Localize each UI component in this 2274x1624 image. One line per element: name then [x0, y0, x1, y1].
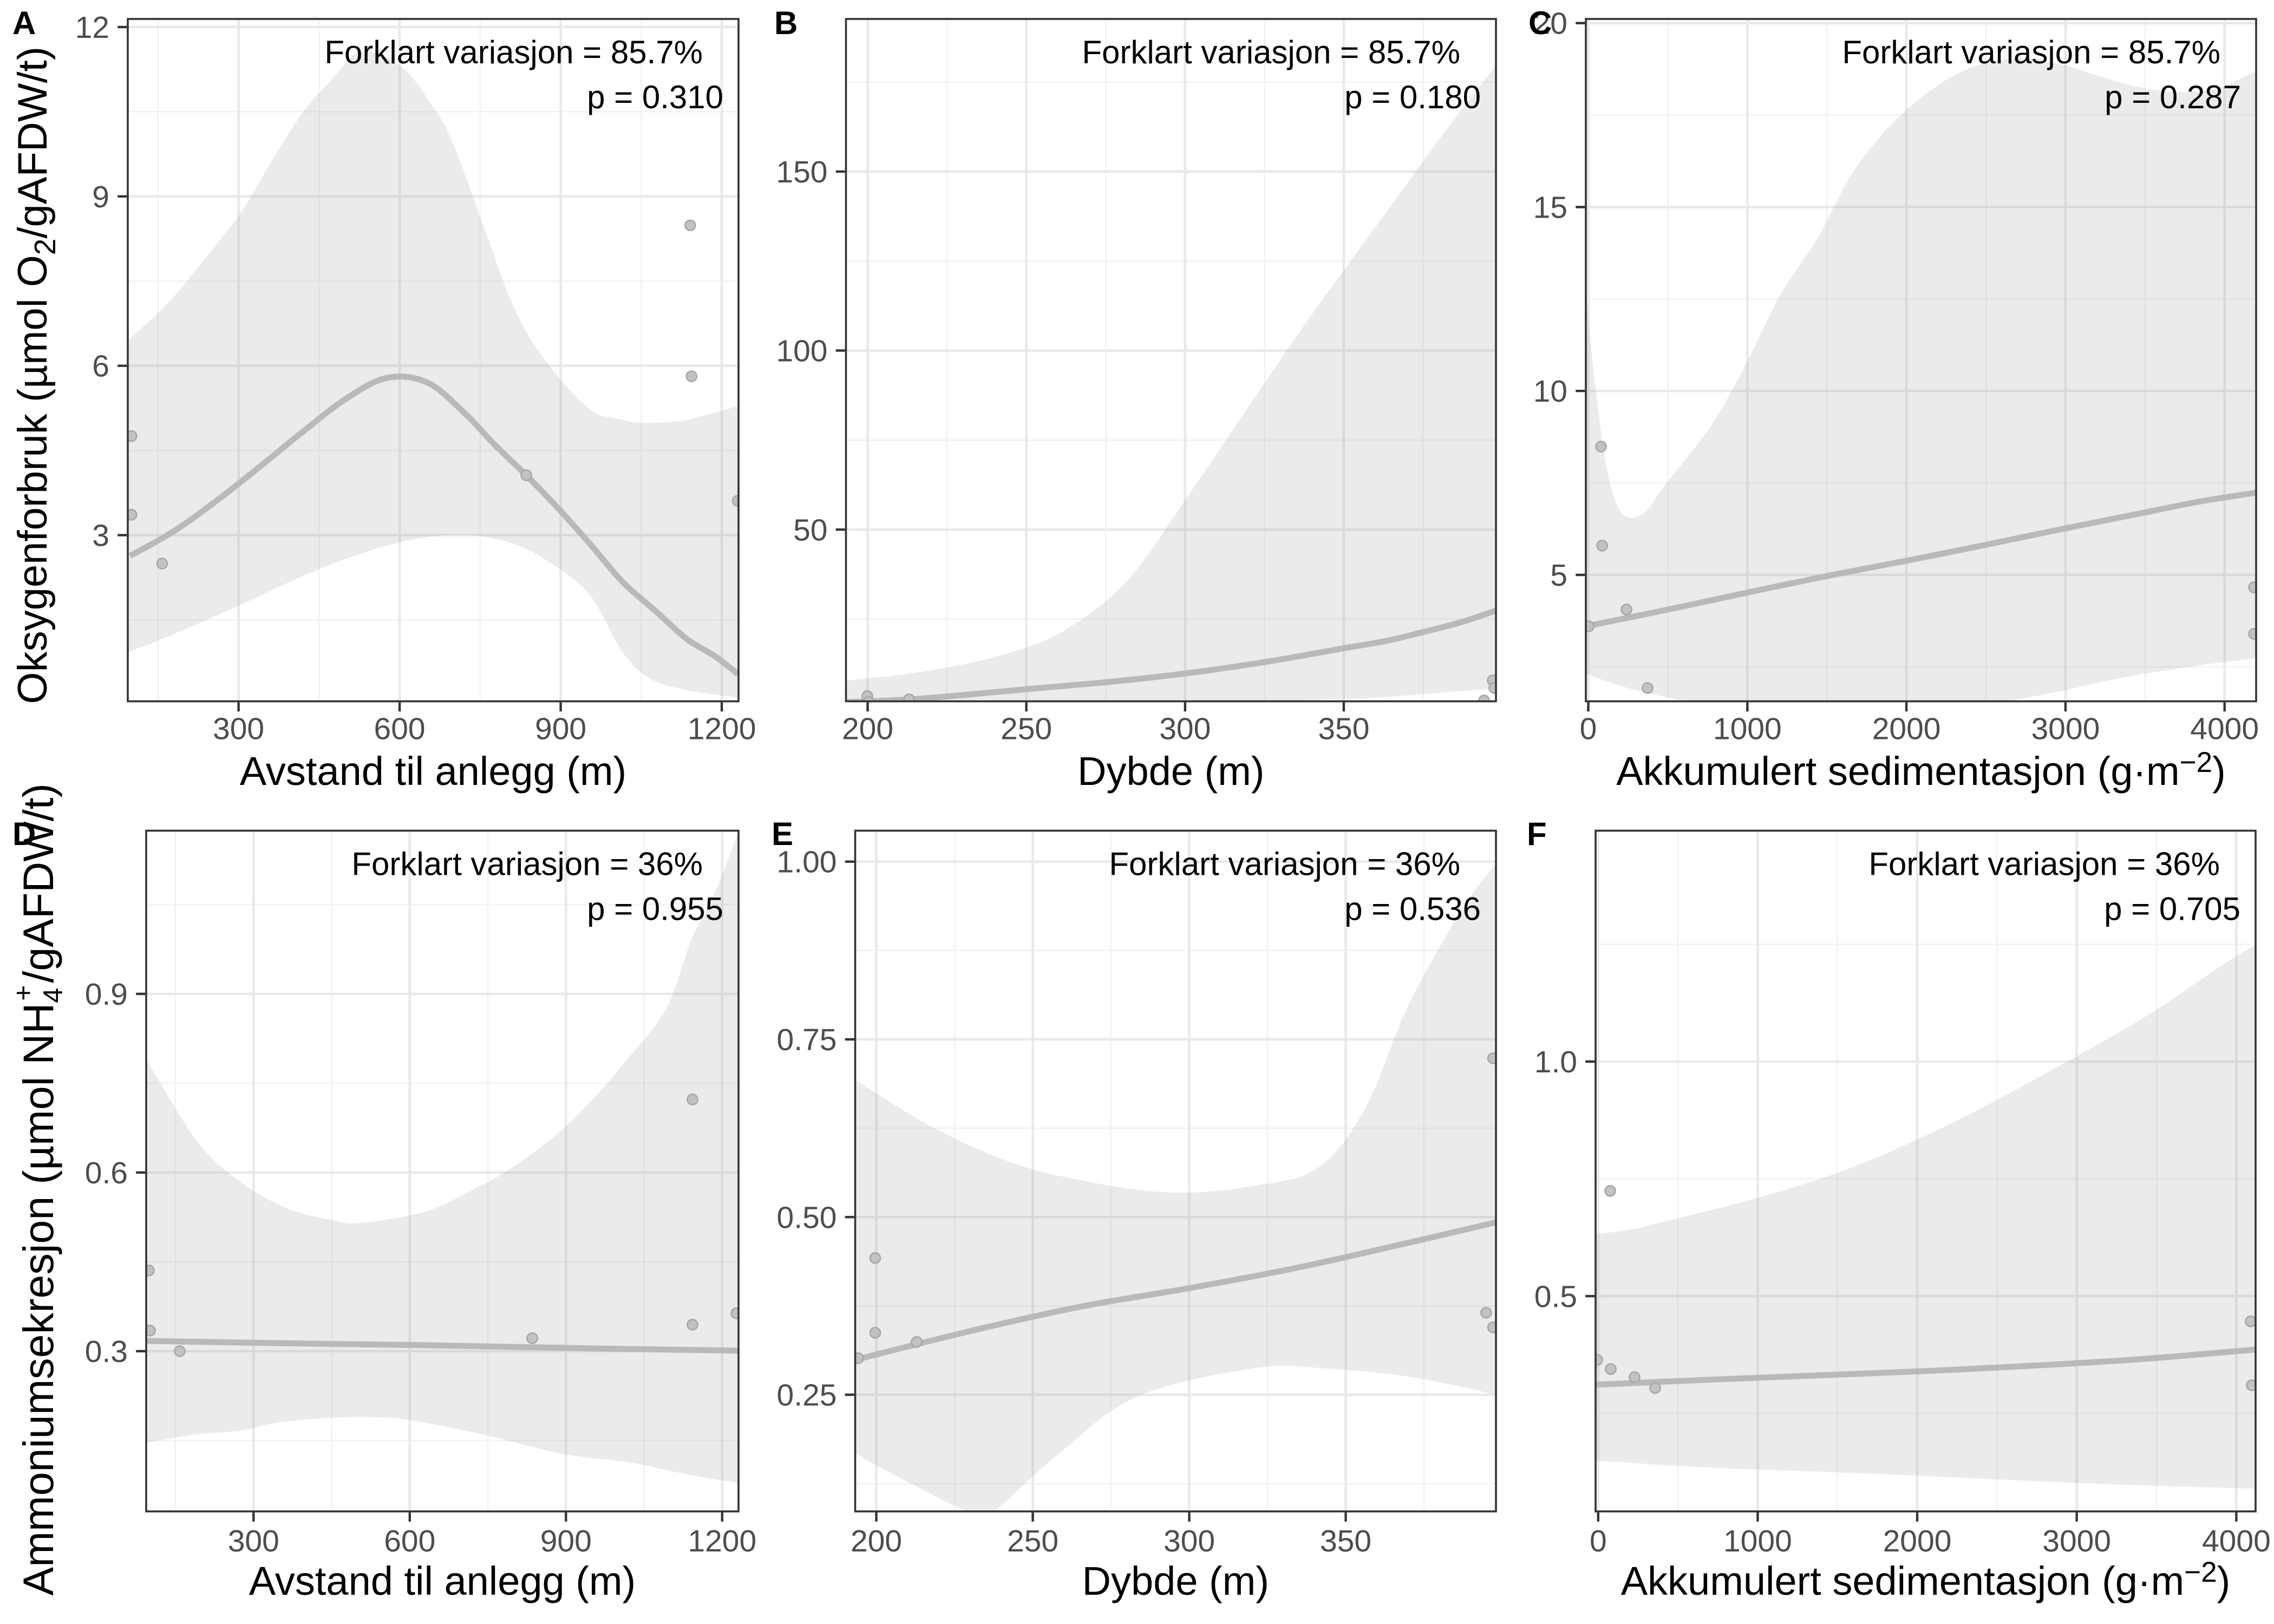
svg-text:300: 300: [1164, 1524, 1215, 1558]
svg-text:3000: 3000: [2042, 1524, 2111, 1558]
svg-text:900: 900: [535, 712, 586, 746]
svg-text:6: 6: [92, 349, 109, 384]
svg-text:1.0: 1.0: [1534, 1045, 1577, 1079]
svg-text:Oksygenforbruk (µmol O2/gAFDW/: Oksygenforbruk (µmol O2/gAFDW/t): [10, 47, 62, 704]
svg-text:300: 300: [1159, 712, 1211, 746]
svg-text:4000: 4000: [2190, 712, 2259, 746]
svg-text:Forklart variasjon = 36%: Forklart variasjon = 36%: [1868, 846, 2220, 882]
svg-text:p = 0.287: p = 0.287: [2105, 79, 2241, 115]
svg-text:Forklart variasjon = 85.7%: Forklart variasjon = 85.7%: [1082, 34, 1460, 70]
svg-text:150: 150: [776, 155, 827, 189]
svg-text:0.25: 0.25: [777, 1378, 837, 1413]
svg-text:3000: 3000: [2031, 712, 2100, 746]
svg-text:4000: 4000: [2202, 1524, 2271, 1558]
svg-text:1000: 1000: [1713, 712, 1782, 746]
svg-text:300: 300: [213, 712, 264, 746]
svg-text:F: F: [1527, 816, 1547, 852]
svg-text:300: 300: [228, 1524, 279, 1558]
svg-text:15: 15: [1533, 191, 1567, 225]
svg-text:p = 0.705: p = 0.705: [2104, 891, 2240, 927]
svg-text:C: C: [1528, 5, 1552, 41]
svg-text:100: 100: [776, 334, 827, 369]
svg-text:3: 3: [92, 519, 109, 553]
svg-text:0.5: 0.5: [1534, 1279, 1577, 1314]
svg-text:Avstand til anlegg (m): Avstand til anlegg (m): [240, 749, 626, 794]
svg-text:Forklart variasjon = 36%: Forklart variasjon = 36%: [1109, 846, 1460, 882]
svg-text:350: 350: [1318, 712, 1369, 746]
svg-text:0.50: 0.50: [777, 1200, 837, 1235]
svg-text:2000: 2000: [1883, 1524, 1952, 1558]
svg-text:50: 50: [793, 513, 827, 547]
svg-text:350: 350: [1320, 1524, 1371, 1558]
svg-text:0: 0: [1590, 1524, 1607, 1558]
svg-text:p = 0.310: p = 0.310: [587, 79, 723, 115]
svg-text:Ammoniumsekresjon (µmol NH4+/g: Ammoniumsekresjon (µmol NH4+/gAFDW/t): [8, 783, 68, 1595]
svg-text:Forklart variasjon = 85.7%: Forklart variasjon = 85.7%: [324, 34, 703, 70]
svg-text:2000: 2000: [1872, 712, 1941, 746]
svg-text:0.3: 0.3: [85, 1334, 128, 1369]
svg-text:Avstand til anlegg (m): Avstand til anlegg (m): [249, 1558, 636, 1603]
svg-text:Akkumulert sedimentasjon (g·m−: Akkumulert sedimentasjon (g·m−2): [1616, 746, 2226, 794]
svg-text:A: A: [12, 5, 36, 41]
svg-text:1200: 1200: [688, 712, 756, 746]
svg-text:0.9: 0.9: [85, 977, 128, 1012]
svg-text:p = 0.955: p = 0.955: [587, 891, 723, 927]
svg-text:p = 0.180: p = 0.180: [1344, 79, 1481, 115]
svg-text:250: 250: [1001, 712, 1052, 746]
svg-text:0.75: 0.75: [777, 1023, 837, 1057]
svg-text:Akkumulert sedimentasjon (g·m−: Akkumulert sedimentasjon (g·m−2): [1621, 1556, 2231, 1603]
svg-text:0.6: 0.6: [85, 1156, 128, 1190]
svg-text:250: 250: [1007, 1524, 1058, 1558]
svg-text:Forklart variasjon = 85.7%: Forklart variasjon = 85.7%: [1842, 34, 2220, 70]
svg-text:D: D: [12, 816, 36, 852]
svg-text:1000: 1000: [1723, 1524, 1792, 1558]
svg-text:B: B: [774, 5, 798, 41]
svg-text:Dybde (m): Dybde (m): [1082, 1558, 1269, 1603]
svg-text:900: 900: [540, 1524, 592, 1558]
svg-text:9: 9: [92, 180, 109, 214]
svg-text:5: 5: [1550, 558, 1567, 593]
svg-text:600: 600: [384, 1524, 435, 1558]
svg-text:E: E: [772, 816, 793, 852]
svg-text:Dybde (m): Dybde (m): [1077, 749, 1264, 794]
svg-text:0: 0: [1580, 712, 1597, 746]
svg-text:1.00: 1.00: [777, 845, 837, 880]
svg-text:1200: 1200: [688, 1524, 756, 1558]
svg-text:200: 200: [842, 712, 893, 746]
svg-text:20: 20: [1533, 6, 1567, 41]
svg-text:Forklart variasjon = 36%: Forklart variasjon = 36%: [351, 846, 703, 882]
svg-text:10: 10: [1533, 374, 1567, 409]
svg-text:600: 600: [374, 712, 426, 746]
svg-text:12: 12: [75, 10, 109, 45]
svg-text:p = 0.536: p = 0.536: [1344, 891, 1481, 927]
svg-text:200: 200: [851, 1524, 902, 1558]
